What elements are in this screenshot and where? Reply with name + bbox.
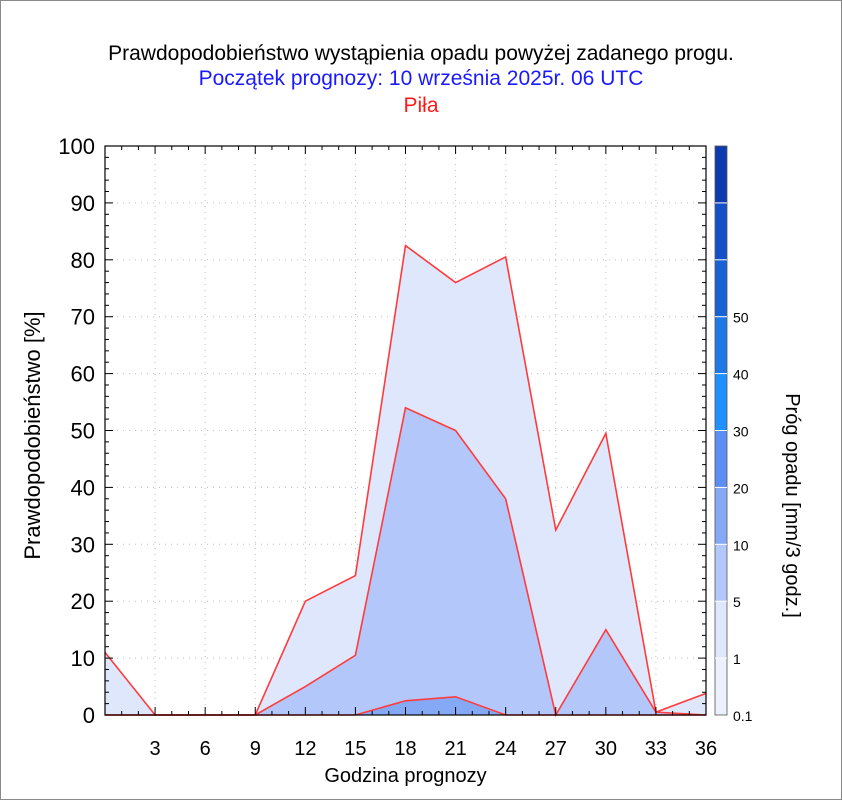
y-tick-label: 0 — [83, 703, 95, 728]
area-threshold-5 — [105, 696, 706, 715]
colorbar-tick-label: 50 — [733, 310, 749, 326]
y-ticks: 0 10 20 30 40 50 60 70 80 90 100 — [58, 134, 706, 728]
y-tick-label: 90 — [71, 191, 95, 216]
colorbar-tick-label: 1 — [733, 651, 741, 667]
colorbar-tick-label: 5 — [733, 594, 741, 610]
colorbar-tick-label: 40 — [733, 367, 749, 383]
colorbar-segment — [715, 259, 727, 317]
colorbar-segment — [715, 430, 727, 488]
area-threshold-1 — [105, 407, 706, 715]
colorbar-tick-label: 0.1 — [733, 708, 753, 724]
y-tick-label: 50 — [71, 419, 95, 444]
x-tick-label: 36 — [695, 738, 717, 760]
y-tick-label: 60 — [71, 362, 95, 387]
y-tick-label: 10 — [71, 646, 95, 671]
y-tick-label: 30 — [71, 532, 95, 557]
x-tick-label: 15 — [344, 738, 366, 760]
colorbar-segment — [715, 544, 727, 602]
x-tick-label: 3 — [150, 738, 161, 760]
colorbar-tick-label: 30 — [733, 424, 749, 440]
y-axis-label: Prawdopodobieństwo [%] — [20, 311, 45, 559]
location-subtitle: Piła — [403, 94, 439, 117]
forecast-start-subtitle: Początek prognozy: 10 września 2025r. 06… — [198, 67, 644, 90]
colorbar-tick-label: 10 — [733, 537, 749, 553]
x-tick-label: 12 — [294, 738, 316, 760]
x-tick-label: 30 — [595, 738, 617, 760]
y-tick-label: 40 — [71, 475, 95, 500]
colorbar-segment — [715, 601, 727, 659]
y-tick-label: 20 — [71, 589, 95, 614]
x-tick-label: 24 — [495, 738, 517, 760]
x-tick-label: 21 — [444, 738, 466, 760]
x-tick-label: 6 — [200, 738, 211, 760]
x-tick-label: 33 — [645, 738, 667, 760]
x-tick-label: 9 — [250, 738, 261, 760]
colorbar-segment — [715, 658, 727, 715]
x-tick-label: 27 — [545, 738, 567, 760]
colorbar-segment — [715, 487, 727, 545]
colorbar: 0.1 1 5 10 20 30 40 50 — [714, 145, 753, 724]
colorbar-segment — [715, 373, 727, 431]
x-axis-label: Godzina prognozy — [324, 765, 486, 787]
chart-title: Prawdopodobieństwo wystąpienia opadu pow… — [108, 42, 734, 65]
y-tick-label: 80 — [71, 248, 95, 273]
colorbar-segment — [715, 316, 727, 374]
colorbar-segment — [715, 146, 727, 203]
x-ticks: 3 6 9 12 15 18 21 24 27 30 33 36 — [104, 146, 717, 760]
colorbar-segment — [715, 202, 727, 260]
y-tick-label: 100 — [58, 134, 95, 159]
colorbar-tick-label: 20 — [733, 480, 749, 496]
y-tick-label: 70 — [71, 305, 95, 330]
x-tick-label: 18 — [394, 738, 416, 760]
colorbar-label: Próg opadu [mm/3 godz.] — [781, 393, 803, 618]
